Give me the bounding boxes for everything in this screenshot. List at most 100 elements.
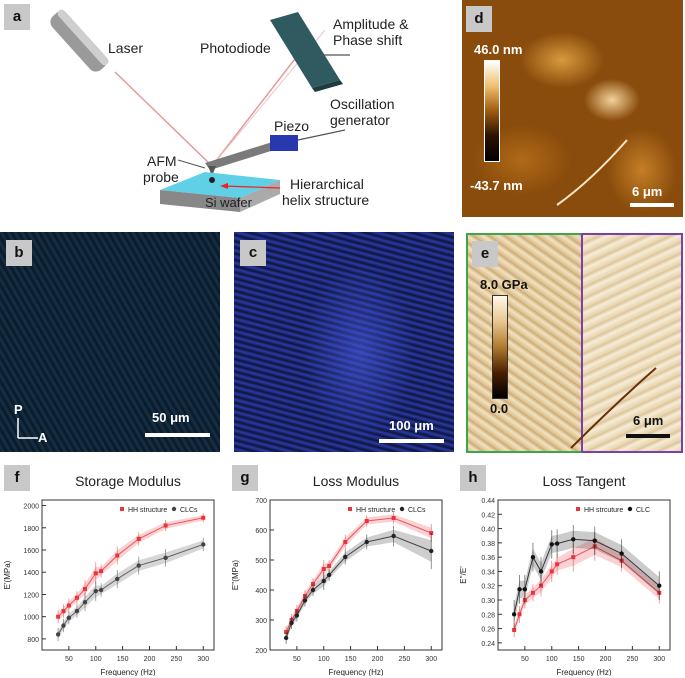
legend-marker: [171, 506, 177, 512]
data-point: [429, 548, 434, 554]
x-tick-label: 200: [144, 656, 156, 663]
x-tick-label: 150: [345, 656, 357, 663]
data-point: [549, 569, 554, 574]
data-point: [294, 613, 300, 618]
hierarchical-label-2: helix structure: [282, 192, 370, 208]
legend-label: HH structure: [356, 507, 395, 514]
loss-modulus-chart: Loss Modulus 50 100 150 200 250 300 200 300 400 50…: [231, 473, 443, 676]
panel-h-label: h: [460, 465, 486, 491]
colorbar-max: 46.0 nm: [474, 42, 523, 57]
y-tick-label: 0.40: [481, 527, 495, 534]
y-tick-label: 0.26: [481, 627, 495, 634]
data-point: [391, 516, 396, 520]
y-tick-label: 0.38: [481, 541, 495, 548]
x-tick-label: 100: [90, 656, 102, 663]
y-tick-label: 600: [255, 528, 267, 535]
confidence-band: [514, 537, 660, 635]
data-point: [61, 623, 66, 628]
legend-marker: [399, 506, 405, 512]
data-point: [302, 598, 308, 603]
data-point: [289, 620, 294, 626]
x-tick-label: 50: [293, 656, 301, 663]
plot-frame: [269, 499, 443, 651]
chart-title: Loss Modulus: [313, 473, 399, 489]
plot-frame: [497, 499, 671, 651]
y-tick-label: 1600: [23, 548, 39, 555]
data-point: [321, 567, 326, 571]
confidence-band: [286, 514, 432, 636]
legend-marker: [120, 507, 124, 511]
phase-label: Phase shift: [333, 32, 403, 48]
data-point: [136, 563, 141, 568]
legend-label: CLCs: [180, 507, 198, 514]
x-tick-label: 300: [653, 656, 665, 663]
data-point: [511, 612, 517, 617]
data-point: [136, 536, 141, 541]
data-point: [327, 564, 332, 568]
data-point: [163, 555, 168, 560]
x-tick-label: 150: [117, 656, 129, 663]
oscillation-label-2: generator: [330, 112, 390, 128]
scale-bar: [145, 433, 210, 437]
fit-line: [57, 543, 204, 635]
x-axis-label: Frequency (Hz): [556, 668, 611, 676]
scale-bar: [630, 203, 674, 207]
x-tick-label: 200: [372, 656, 384, 663]
y-tick-label: 700: [255, 498, 267, 505]
photodiode-label: Photodiode: [200, 40, 271, 56]
panel-f-label: f: [4, 465, 30, 491]
polarizer-axes-icon: [17, 418, 38, 439]
data-point: [549, 542, 554, 547]
y-tick-label: 200: [255, 648, 267, 655]
data-point: [517, 612, 522, 617]
laser-label: Laser: [108, 40, 144, 56]
scale-bar-label: 6 μm: [633, 413, 664, 428]
y-tick-label: 0.36: [481, 555, 495, 562]
data-point: [571, 537, 576, 542]
y-axis-label: E''(MPa): [231, 560, 240, 591]
panel-e-label: e: [472, 241, 498, 267]
data-point: [66, 603, 71, 608]
data-point: [326, 572, 332, 578]
legend-marker: [576, 507, 580, 511]
panel-a-label: a: [4, 4, 30, 30]
data-point: [82, 600, 88, 605]
x-tick-label: 100: [318, 656, 330, 663]
y-tick-label: 300: [255, 618, 267, 625]
chart-title: Loss Tangent: [542, 473, 625, 489]
y-tick-label: 0.24: [481, 641, 495, 648]
data-point: [321, 578, 326, 584]
colorbar-min: 0.0: [490, 401, 509, 416]
data-point: [163, 523, 168, 528]
y-tick-label: 800: [27, 637, 39, 644]
scale-bar-label: 100 μm: [389, 418, 434, 433]
data-point: [539, 583, 543, 588]
data-point: [56, 614, 61, 619]
x-tick-label: 100: [546, 656, 558, 663]
data-point: [555, 562, 560, 567]
scale-bar-label: 6 μm: [632, 184, 663, 199]
data-point: [310, 587, 316, 593]
data-point: [364, 539, 369, 545]
x-tick-label: 200: [600, 656, 612, 663]
piezo-icon: [270, 135, 298, 151]
data-point: [512, 628, 517, 632]
piezo-label: Piezo: [274, 118, 310, 134]
x-tick-label: 50: [521, 656, 529, 663]
data-point: [391, 533, 396, 539]
amplitude-label: Amplitude &: [333, 16, 409, 32]
data-point: [201, 515, 206, 520]
y-tick-label: 0.30: [481, 598, 495, 605]
data-point: [99, 569, 104, 574]
polarizer-p: P: [14, 402, 23, 417]
laser-icon: [50, 9, 109, 72]
x-axis-label: Frequency (Hz): [328, 668, 383, 676]
panel-e-modulus-map: e 8.0 GPa 0.0 6 μm: [466, 233, 683, 453]
plot-frame: [41, 499, 215, 651]
y-tick-label: 0.32: [481, 584, 495, 591]
y-tick-label: 0.28: [481, 612, 495, 619]
panel-d-afm-height-image: d 46.0 nm -43.7 nm 6 μm: [462, 0, 683, 217]
data-point: [538, 569, 544, 574]
data-point: [83, 586, 87, 591]
afm-schematic-drawing: [50, 9, 350, 212]
